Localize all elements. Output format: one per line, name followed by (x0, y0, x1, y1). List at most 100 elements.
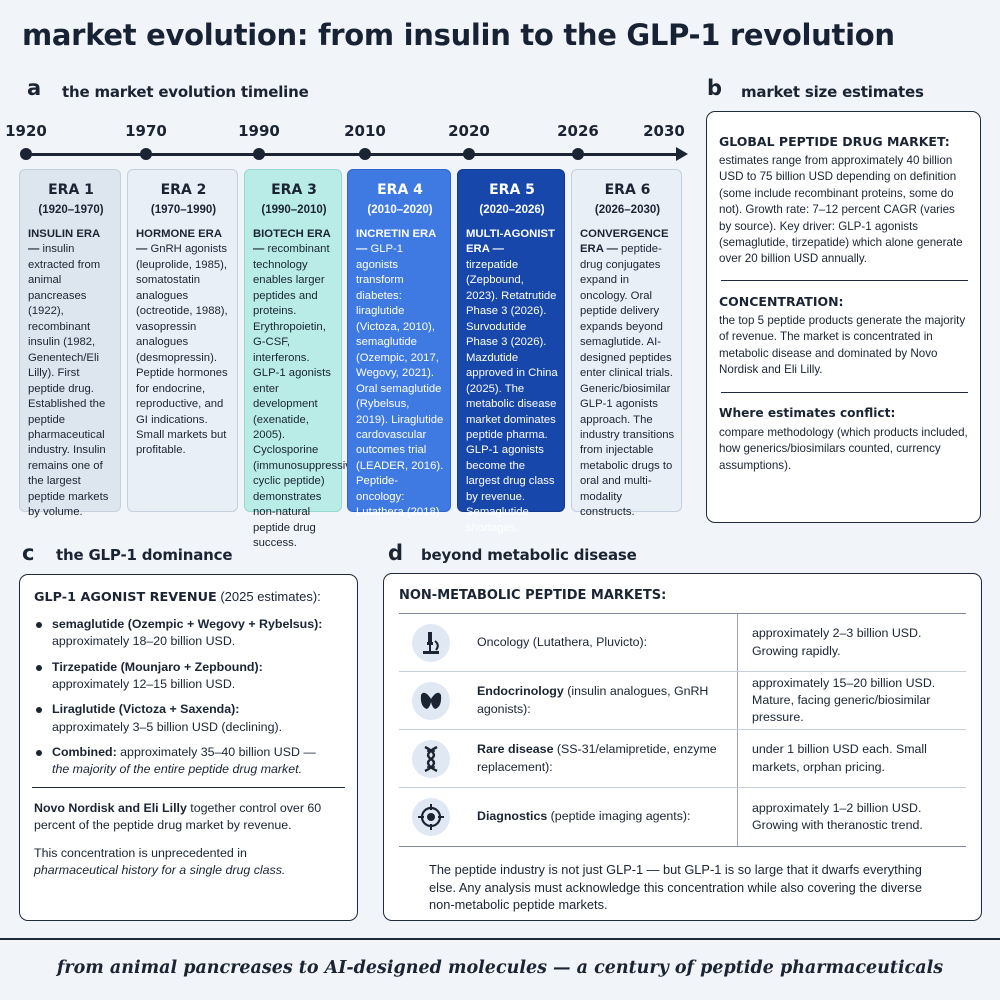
timeline-year: 1970 (125, 122, 167, 140)
era-card-5: ERA 5 (2020–2026) MULTI-AGONIST ERA — ti… (457, 169, 565, 534)
footer-divider (0, 938, 1000, 940)
era-card-2: ERA 2 (1970–1990) HORMONE ERA — GnRH ago… (127, 169, 238, 512)
list-item: Liraglutide (Victoza + Saxenda): approxi… (34, 701, 343, 736)
era-name: ERA 2 (160, 182, 207, 198)
timeline-year: 1990 (238, 122, 280, 140)
nonmetabolic-table: Oncology (Lutathera, Pluvicto): approxim… (399, 613, 966, 847)
section-b-title: market size estimates (741, 83, 924, 101)
drug-revenue: approximately 18–20 billion USD. (52, 634, 236, 649)
timeline-marker (20, 148, 32, 160)
global-market-heading: GLOBAL PEPTIDE DRUG MARKET: (719, 134, 950, 149)
section-b-letter: b (707, 76, 723, 100)
timeline-marker (140, 148, 152, 160)
list-item: semaglutide (Ozempic + Wegovy + Rybelsus… (34, 616, 343, 651)
timeline-year: 2030 (643, 122, 685, 140)
market-name: Rare disease (477, 742, 554, 757)
era-description: tirzepatide (Zepbound, 2023). Retatrutid… (466, 258, 558, 534)
bullet-icon (36, 664, 42, 671)
era-name: ERA 3 (271, 182, 317, 198)
era-range: (1920–1970) (38, 204, 104, 217)
market-size-panel: GLOBAL PEPTIDE DRUG MARKET: estimates ra… (706, 111, 981, 523)
era-name: ERA 6 (604, 182, 651, 198)
market-detail: (SS-31/elamipretide, enzyme replacement)… (477, 742, 717, 774)
bullet-icon (36, 750, 42, 757)
era-range: (1970–1990) (150, 204, 217, 217)
timeline-marker (359, 148, 371, 160)
timeline-year: 2020 (448, 122, 490, 140)
divider (32, 786, 345, 788)
divider (721, 279, 968, 281)
section-c-letter: c (22, 541, 35, 565)
section-d-title: beyond metabolic disease (421, 546, 637, 564)
nonmetabolic-heading: NON-METABOLIC PEPTIDE MARKETS: (399, 588, 667, 603)
era-lead: HORMONE ERA — (136, 227, 222, 256)
era-description: GLP-1 agonists transform diabetes: lirag… (356, 243, 444, 519)
era-description: insulin extracted from animal pancreases… (28, 243, 109, 519)
market-size: approximately 1–2 billion USD. Growing w… (737, 788, 966, 846)
global-market-text: estimates range from approximately 40 bi… (719, 153, 963, 266)
conflict-text: compare methodology (which products incl… (719, 425, 968, 472)
table-row: Endocrinology (insulin analogues, GnRH a… (399, 672, 966, 730)
era-range: (2010–2020) (367, 204, 433, 217)
timeline-axis (26, 153, 682, 156)
era-card-4: ERA 4 (2010–2020) INCRETIN ERA — GLP-1 a… (347, 169, 451, 518)
analysis-note: The peptide industry is not just GLP-1 —… (429, 862, 922, 913)
timeline-marker (463, 148, 475, 160)
target-icon (412, 798, 450, 836)
era-lead: CONVERGENCE ERA — (580, 227, 669, 256)
dna-icon (412, 739, 450, 778)
timeline-arrow-icon (676, 147, 688, 161)
timeline-marker (572, 148, 584, 160)
bullet-icon (36, 621, 42, 628)
list-item: Tirzepatide (Mounjaro + Zepbound): appro… (34, 659, 343, 694)
glp1-dominance-panel: GLP-1 AGONIST REVENUE (2025 estimates): … (19, 574, 358, 921)
concentration-heading: CONCENTRATION: (719, 293, 844, 309)
timeline-year: 1920 (5, 122, 47, 140)
thyroid-icon (412, 681, 450, 720)
table-row: Rare disease (SS-31/elamipretide, enzyme… (399, 730, 966, 788)
market-size: under 1 billion USD each. Small markets,… (737, 730, 966, 787)
era-range: (1990–2010) (261, 204, 327, 217)
drug-name: Tirzepatide (Mounjaro + Zepbound): (52, 659, 263, 674)
microscope-icon (412, 623, 450, 662)
market-detail: (peptide imaging agents): (547, 809, 691, 824)
market-detail: Oncology (Lutathera, Pluvicto): (477, 634, 648, 649)
drug-revenue: approximately 3–5 billion USD (declining… (52, 719, 283, 734)
concentration-statement: Novo Nordisk and Eli Lilly together cont… (34, 800, 322, 833)
table-row: Diagnostics (peptide imaging agents): ap… (399, 788, 966, 846)
era-card-1: ERA 1 (1920–1970) INSULIN ERA — insulin … (19, 169, 121, 518)
drug-name: Liraglutide (Victoza + Saxenda): (52, 702, 240, 717)
section-d-letter: d (388, 541, 404, 565)
glp1-revenue-heading: GLP-1 AGONIST REVENUE (2025 estimates): (34, 589, 321, 605)
bullet-icon (36, 707, 42, 714)
section-a-letter: a (27, 76, 42, 100)
section-c-title: the GLP-1 dominance (56, 546, 233, 564)
concentration-text: the top 5 peptide products generate the … (719, 313, 966, 377)
era-range: (2026–2030) (594, 204, 661, 217)
drug-revenue: approximately 12–15 billion USD. (52, 676, 236, 691)
era-lead: INSULIN ERA — (28, 227, 100, 256)
era-card-6: ERA 6 (2026–2030) CONVERGENCE ERA — pept… (571, 169, 682, 518)
list-item: Combined: approximately 35–40 billion US… (34, 744, 343, 779)
table-row: Oncology (Lutathera, Pluvicto): approxim… (399, 614, 966, 672)
combined-label: Combined: (52, 745, 117, 760)
era-description: GnRH agonists (leuprolide, 1985), somato… (136, 243, 228, 457)
market-name: Endocrinology (477, 684, 564, 699)
era-lead: BIOTECH ERA — (253, 227, 331, 256)
unprecedented-statement: This concentration is unprecedented in ph… (34, 845, 286, 877)
timeline-year: 2010 (344, 122, 386, 140)
era-description: peptide-drug conjugates expand in oncolo… (580, 243, 675, 519)
era-name: ERA 4 (377, 182, 423, 198)
market-detail: (insulin analogues, GnRH agonists): (477, 684, 709, 716)
era-name: ERA 1 (48, 182, 94, 198)
footer-tagline: from animal pancreases to AI-designed mo… (56, 958, 944, 978)
combined-revenue: approximately 35–40 billion USD — (120, 745, 316, 760)
page-title: market evolution: from insulin to the GL… (22, 18, 895, 52)
conflict-heading: Where estimates conflict: (719, 406, 896, 421)
section-a-title: the market evolution timeline (62, 83, 309, 101)
divider (721, 392, 968, 394)
combined-note: the majority of the entire peptide drug … (52, 762, 303, 777)
drug-name: semaglutide (Ozempic + Wegovy + Rybelsus… (52, 616, 323, 631)
era-card-3: ERA 3 (1990–2010) BIOTECH ERA — recombin… (244, 169, 357, 549)
era-lead: INCRETIN ERA — (356, 227, 436, 256)
